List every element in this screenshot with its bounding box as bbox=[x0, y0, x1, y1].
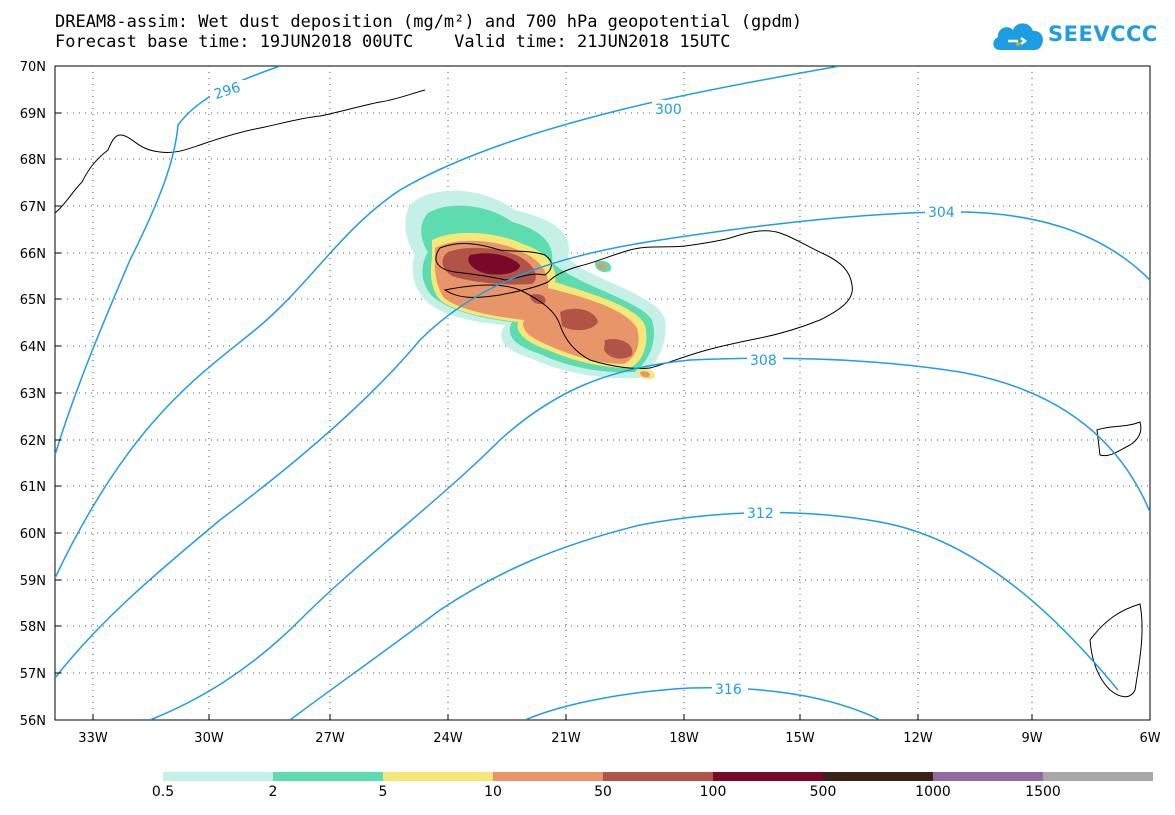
lon-label: 9W bbox=[1021, 731, 1042, 746]
colorbar-segment bbox=[383, 772, 493, 781]
contour-label: 304 bbox=[928, 205, 955, 221]
dust-deposition-field bbox=[405, 190, 666, 380]
colorbar-segment bbox=[273, 772, 383, 781]
contour-label: 312 bbox=[747, 506, 774, 522]
lon-label: 18W bbox=[669, 731, 699, 746]
logo-text: SEEVCCC bbox=[1048, 22, 1158, 46]
lat-label: 67N bbox=[20, 200, 46, 215]
longitude-labels: 33W 30W 27W 24W 21W 18W 15W 12W 9W 6W bbox=[78, 731, 1160, 746]
lat-label: 61N bbox=[20, 480, 46, 495]
lat-label: 64N bbox=[20, 340, 46, 355]
colorbar-segment bbox=[163, 772, 273, 781]
colorbar-label: 1000 bbox=[915, 784, 951, 800]
contour-label: 308 bbox=[750, 353, 777, 369]
lat-label: 66N bbox=[20, 247, 46, 262]
lat-label: 70N bbox=[20, 60, 46, 75]
cloud-icon bbox=[993, 23, 1043, 50]
colorbar-segment bbox=[933, 772, 1043, 781]
colorbar-segment bbox=[823, 772, 933, 781]
map-title-line2: Forecast base time: 19JUN2018 00UTC Vali… bbox=[55, 32, 731, 52]
axis-ticks bbox=[55, 65, 1151, 720]
colorbar-label: 1500 bbox=[1025, 784, 1061, 800]
colorbar-label: 5 bbox=[378, 784, 388, 800]
lat-label: 62N bbox=[20, 434, 46, 449]
colorbar-segment bbox=[603, 772, 713, 781]
lon-label: 15W bbox=[785, 731, 815, 746]
colorbar-label: 50 bbox=[594, 784, 612, 800]
lat-label: 58N bbox=[20, 620, 46, 635]
lat-label: 69N bbox=[20, 107, 46, 122]
graticule bbox=[55, 66, 1150, 720]
colorbar-segment bbox=[493, 772, 603, 781]
lat-label: 65N bbox=[20, 293, 46, 308]
colorbar-label: 10 bbox=[484, 784, 502, 800]
contour-labels: 296 300 304 308 312 316 bbox=[210, 80, 961, 698]
lat-label: 56N bbox=[20, 714, 46, 729]
colorbar-segment bbox=[713, 772, 823, 781]
lon-label: 12W bbox=[903, 731, 933, 746]
coastlines bbox=[55, 89, 1143, 698]
lon-label: 33W bbox=[78, 731, 108, 746]
contour-label: 296 bbox=[212, 80, 242, 104]
lat-label: 60N bbox=[20, 527, 46, 542]
lon-label: 30W bbox=[194, 731, 224, 746]
map-title-line1: DREAM8-assim: Wet dust deposition (mg/m²… bbox=[55, 12, 803, 32]
colorbar-label: 500 bbox=[809, 784, 837, 800]
geopotential-contours bbox=[55, 66, 1150, 720]
colorbar-label: 0.5 bbox=[151, 784, 175, 800]
lat-label: 63N bbox=[20, 387, 46, 402]
lat-label: 59N bbox=[20, 574, 46, 589]
colorbar-label: 100 bbox=[699, 784, 727, 800]
lat-label: 57N bbox=[20, 667, 46, 682]
colorbar-segment bbox=[1043, 772, 1153, 781]
lat-label: 68N bbox=[20, 153, 46, 168]
lon-label: 24W bbox=[433, 731, 463, 746]
seevccc-logo: SEEVCCC bbox=[990, 16, 1157, 58]
colorbar-label: 2 bbox=[268, 784, 278, 800]
latitude-labels: 70N 69N 68N 67N 66N 65N 64N 63N 62N 61N … bbox=[20, 60, 46, 729]
contour-label: 316 bbox=[715, 682, 742, 698]
lon-label: 27W bbox=[315, 731, 345, 746]
colorbar bbox=[163, 772, 1153, 781]
contour-label: 300 bbox=[655, 102, 682, 118]
lon-label: 6W bbox=[1139, 731, 1160, 746]
lon-label: 21W bbox=[551, 731, 581, 746]
